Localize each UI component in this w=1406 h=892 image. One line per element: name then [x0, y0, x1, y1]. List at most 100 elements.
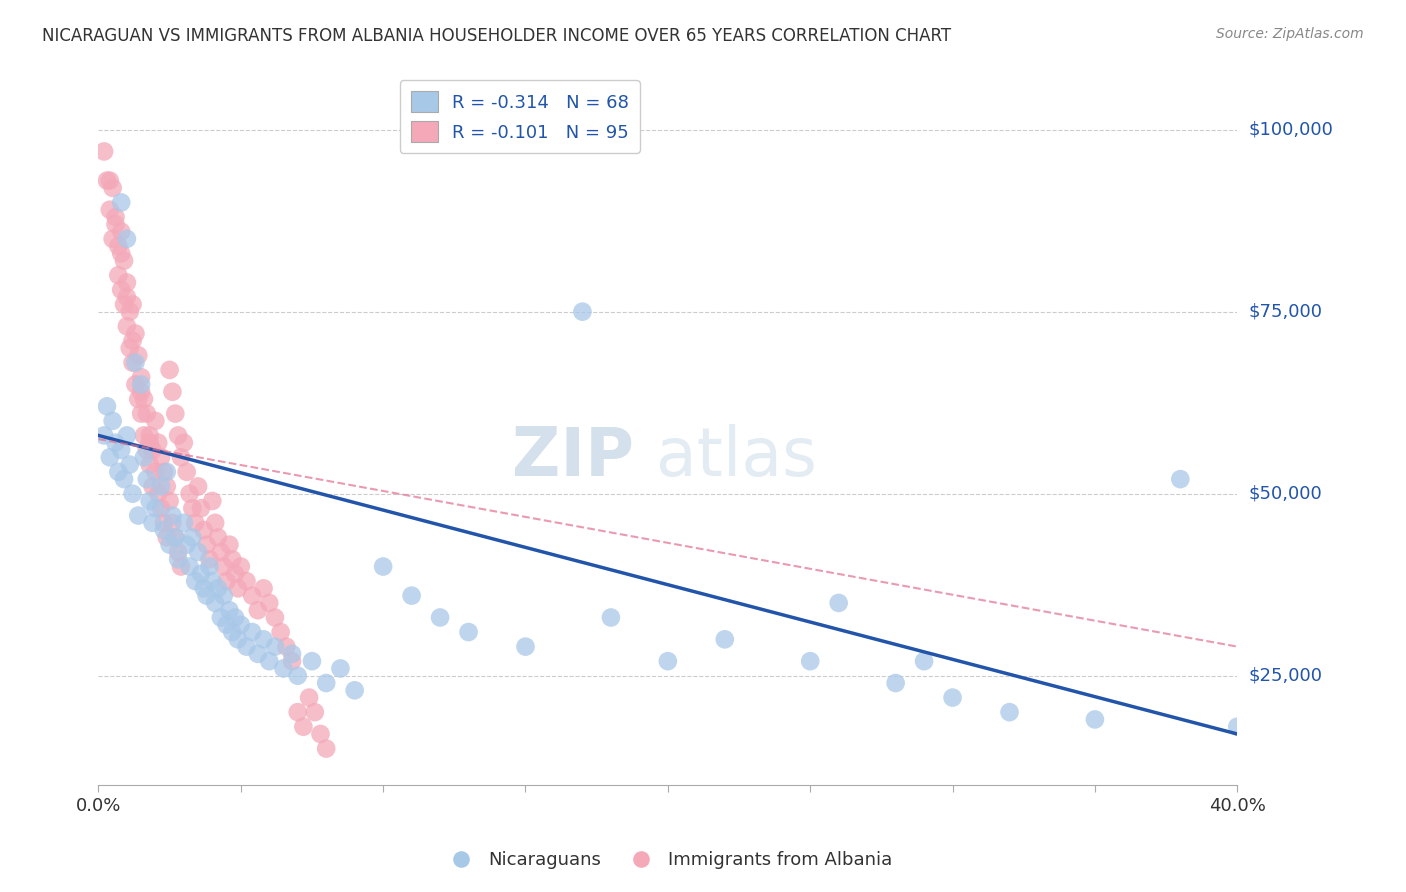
Point: [153, 523, 176, 537]
Point: [252, 582, 274, 596]
Point: [110, 283, 132, 297]
Point: [884, 676, 907, 690]
Point: [153, 516, 176, 530]
Point: [167, 545, 190, 559]
Point: [129, 384, 152, 399]
Point: [215, 617, 238, 632]
Point: [127, 392, 149, 406]
Point: [148, 435, 170, 450]
Point: [115, 290, 138, 304]
Point: [141, 479, 163, 493]
Point: [281, 654, 304, 668]
Point: [104, 217, 127, 231]
Point: [315, 741, 337, 756]
Point: [118, 341, 141, 355]
Point: [159, 363, 181, 377]
Point: [259, 596, 281, 610]
Point: [156, 530, 179, 544]
Point: [264, 610, 287, 624]
Point: [195, 589, 218, 603]
Text: Source: ZipAtlas.com: Source: ZipAtlas.com: [1216, 27, 1364, 41]
Point: [304, 705, 326, 719]
Point: [118, 458, 141, 472]
Point: [209, 610, 232, 624]
Point: [912, 654, 935, 668]
Point: [429, 610, 451, 624]
Point: [201, 494, 224, 508]
Point: [167, 552, 190, 566]
Point: [127, 348, 149, 362]
Point: [190, 501, 212, 516]
Point: [107, 268, 129, 283]
Point: [98, 173, 121, 187]
Point: [515, 640, 537, 654]
Point: [298, 690, 321, 705]
Point: [198, 559, 221, 574]
Point: [176, 465, 198, 479]
Point: [138, 494, 160, 508]
Point: [159, 494, 181, 508]
Point: [212, 559, 235, 574]
Point: [107, 465, 129, 479]
Text: NICARAGUAN VS IMMIGRANTS FROM ALBANIA HOUSEHOLDER INCOME OVER 65 YEARS CORRELATI: NICARAGUAN VS IMMIGRANTS FROM ALBANIA HO…: [42, 27, 952, 45]
Point: [309, 727, 332, 741]
Text: $100,000: $100,000: [1249, 120, 1333, 138]
Point: [998, 705, 1021, 719]
Point: [98, 450, 121, 465]
Point: [129, 407, 152, 421]
Point: [110, 442, 132, 457]
Point: [229, 559, 252, 574]
Point: [148, 486, 170, 500]
Point: [135, 442, 157, 457]
Point: [173, 516, 195, 530]
Point: [201, 574, 224, 588]
Point: [173, 435, 195, 450]
Point: [115, 276, 138, 290]
Point: [112, 253, 135, 268]
Point: [195, 538, 218, 552]
Point: [138, 458, 160, 472]
Point: [1084, 713, 1107, 727]
Point: [1226, 720, 1249, 734]
Point: [799, 654, 821, 668]
Point: [235, 640, 257, 654]
Point: [135, 472, 157, 486]
Point: [115, 428, 138, 442]
Point: [246, 647, 269, 661]
Point: [215, 574, 238, 588]
Point: [457, 625, 479, 640]
Legend: Nicaraguans, Immigrants from Albania: Nicaraguans, Immigrants from Albania: [436, 844, 900, 876]
Point: [159, 538, 181, 552]
Point: [101, 414, 124, 428]
Point: [193, 582, 215, 596]
Point: [184, 516, 207, 530]
Point: [276, 640, 298, 654]
Point: [218, 538, 240, 552]
Point: [828, 596, 851, 610]
Point: [141, 442, 163, 457]
Point: [107, 239, 129, 253]
Point: [121, 486, 143, 500]
Point: [273, 661, 295, 675]
Point: [329, 661, 352, 675]
Point: [104, 435, 127, 450]
Point: [150, 450, 173, 465]
Point: [212, 589, 235, 603]
Point: [118, 304, 141, 318]
Point: [170, 450, 193, 465]
Point: [301, 654, 323, 668]
Point: [184, 574, 207, 588]
Point: [401, 589, 423, 603]
Point: [132, 428, 155, 442]
Point: [240, 589, 263, 603]
Point: [98, 202, 121, 217]
Point: [281, 647, 304, 661]
Point: [115, 319, 138, 334]
Point: [165, 530, 187, 544]
Point: [187, 545, 209, 559]
Point: [150, 501, 173, 516]
Point: [292, 720, 315, 734]
Point: [101, 232, 124, 246]
Point: [93, 145, 115, 159]
Point: [240, 625, 263, 640]
